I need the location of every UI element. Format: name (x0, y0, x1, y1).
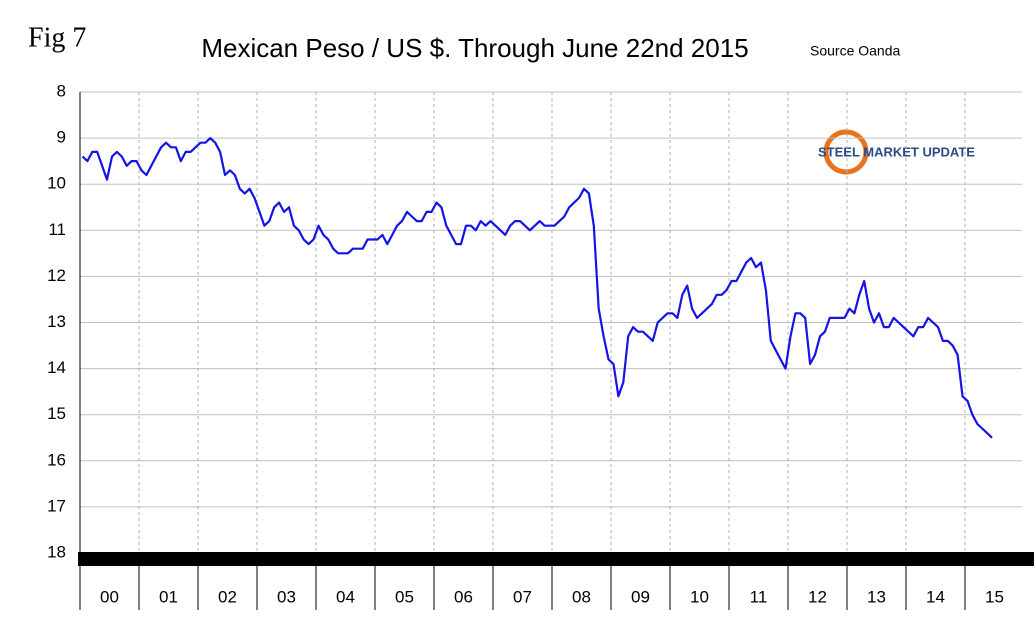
x-tick-label: 05 (395, 587, 414, 606)
axis-band (78, 552, 1034, 566)
x-tick-label: 11 (750, 587, 768, 606)
y-tick-label: 14 (47, 358, 66, 377)
y-tick-label: 8 (57, 81, 66, 100)
y-tick-label: 11 (48, 220, 66, 239)
y-tick-label: 16 (47, 450, 66, 469)
x-tick-label: 02 (218, 587, 237, 606)
y-tick-label: 12 (47, 266, 66, 285)
y-tick-label: 10 (47, 174, 66, 193)
x-tick-label: 01 (159, 587, 178, 606)
x-tick-label: 03 (277, 587, 296, 606)
x-tick-label: 07 (513, 587, 532, 606)
figure-label: Fig 7 (28, 22, 86, 53)
logo-swoosh (823, 129, 869, 175)
x-tick-label: 04 (336, 587, 355, 606)
x-tick-label: 06 (454, 587, 473, 606)
series-line (81, 137, 993, 439)
logo-text: STEEL MARKET UPDATE (818, 144, 975, 159)
source-note: Source Oanda (810, 43, 900, 59)
y-tick-label: 15 (47, 404, 66, 423)
y-tick-label: 9 (57, 128, 66, 147)
y-tick-label: 13 (47, 312, 66, 331)
x-tick-label: 13 (867, 587, 886, 606)
x-tick-label: 09 (631, 587, 650, 606)
y-tick-label: 17 (47, 496, 66, 515)
x-tick-label: 15 (985, 587, 1004, 606)
y-tick-label: 18 (47, 542, 66, 561)
x-tick-label: 00 (100, 587, 119, 606)
x-tick-label: 14 (926, 587, 945, 606)
x-tick-label: 12 (808, 587, 827, 606)
chart-title: Mexican Peso / US $. Through June 22nd 2… (201, 33, 748, 63)
x-tick-label: 10 (690, 587, 709, 606)
x-tick-label: 08 (572, 587, 591, 606)
